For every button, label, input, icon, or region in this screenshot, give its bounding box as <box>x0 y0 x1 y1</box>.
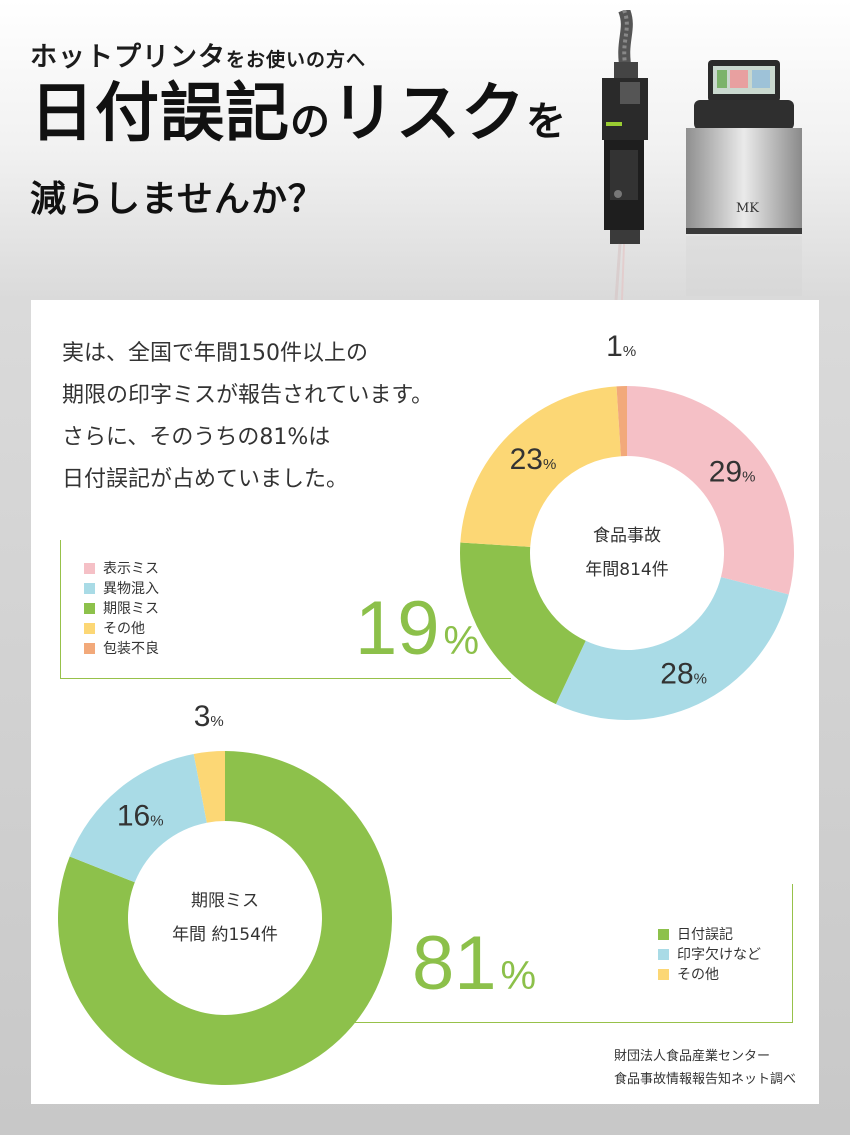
intro-text: 実は、全国で年間150件以上の 期限の印字ミスが報告されています。 さらに、その… <box>62 333 433 501</box>
donut-center-text: 年間 約154件 <box>172 925 278 945</box>
slice-value-label: 28% <box>660 657 707 690</box>
legend-label: 日付誤記 <box>677 927 733 943</box>
chart1-highlight-percent: 19% <box>355 586 480 671</box>
legend-label: 期限ミス <box>103 601 159 617</box>
chart2-highlight-percent: 81% <box>412 921 537 1006</box>
legend-swatch <box>84 562 95 574</box>
chart2-legend: 日付誤記 印字欠けなど その他 <box>658 924 761 984</box>
legend-label: 印字欠けなど <box>677 947 761 963</box>
legend-label: 異物混入 <box>103 581 159 597</box>
legend-item: その他 <box>84 618 159 638</box>
legend-item: 異物混入 <box>84 578 159 598</box>
chart1-legend: 表示ミス 異物混入 期限ミス その他 包装不良 <box>84 558 159 658</box>
legend-item: その他 <box>658 964 761 984</box>
slice-value-label: 29% <box>709 455 756 488</box>
slice-value-label: 16% <box>117 800 164 833</box>
print-head-image <box>602 10 648 300</box>
donut-slice <box>193 751 225 823</box>
legend-swatch <box>658 968 669 980</box>
legend-label: その他 <box>103 621 145 637</box>
source-line: 食品事故情報報告知ネット調べ <box>614 1072 797 1087</box>
legend-swatch <box>84 642 95 654</box>
chart1-bracket <box>60 540 511 679</box>
headline-sub: ホットプリンタをお使いの方へ <box>30 42 367 73</box>
legend-swatch <box>658 948 669 960</box>
intro-line: 日付誤記が占めていました。 <box>62 467 349 492</box>
legend-label: 表示ミス <box>103 561 159 577</box>
donut-slice <box>69 753 207 883</box>
legend-item: 日付誤記 <box>658 924 761 944</box>
legend-item: 表示ミス <box>84 558 159 578</box>
slice-value-label: 23% <box>510 443 557 476</box>
chart2-bracket <box>338 884 793 1023</box>
donut-slice <box>616 386 627 457</box>
donut-slice <box>627 386 794 595</box>
legend-item: 印字欠けなど <box>658 944 761 964</box>
intro-line: 期限の印字ミスが報告されています。 <box>62 383 434 408</box>
intro-line: 実は、全国で年間150件以上の <box>62 341 368 366</box>
donut-center-text: 年間814件 <box>585 560 668 580</box>
slice-value-label: 3% <box>194 700 224 733</box>
legend-swatch <box>84 602 95 614</box>
intro-line: さらに、そのうちの81%は <box>62 425 331 450</box>
legend-swatch <box>84 582 95 594</box>
source-line: 財団法人食品産業センター <box>614 1049 771 1064</box>
donut-slice <box>460 386 621 547</box>
donut-center-text: 食品事故 <box>593 526 661 546</box>
legend-label: その他 <box>677 967 719 983</box>
hero-banner: ホットプリンタをお使いの方へ 日付誤記のリスクを 減らしませんか？ MK <box>0 0 850 300</box>
donut-center-text: 期限ミス <box>191 891 259 911</box>
legend-label: 包装不良 <box>103 641 159 657</box>
printer-unit-image: MK <box>686 60 802 296</box>
legend-swatch <box>84 622 95 634</box>
source-note: 財団法人食品産業センター 食品事故情報報告知ネット調べ <box>614 1045 796 1091</box>
printer-badge: MK <box>736 201 759 216</box>
headline-main: 日付誤記のリスクを <box>30 77 567 151</box>
donut-slice <box>555 577 789 721</box>
legend-item: 包装不良 <box>84 638 159 658</box>
legend-swatch <box>658 928 669 940</box>
slice-value-label: 1% <box>606 330 636 363</box>
donut-slice <box>460 542 586 705</box>
headline-tail: 減らしませんか？ <box>30 179 325 220</box>
legend-item: 期限ミス <box>84 598 159 618</box>
donut-slice <box>58 751 393 1085</box>
